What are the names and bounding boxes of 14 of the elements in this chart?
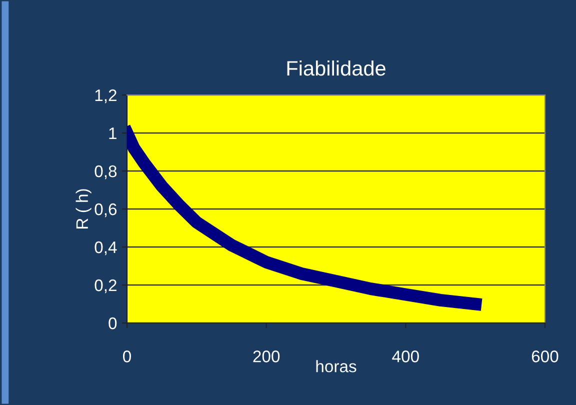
y-tick-label: 1,2 <box>95 89 116 104</box>
y-tick-label: 0,2 <box>94 279 116 294</box>
x-tick-label: 200 <box>253 350 280 362</box>
y-tick-label: 0,6 <box>94 203 117 218</box>
y-tick-label: 0 <box>108 317 117 330</box>
chart-title: Fiabilidade <box>287 60 386 76</box>
y-tick-label: 1 <box>109 128 116 140</box>
y-tick-label: 0,8 <box>94 165 117 180</box>
y-axis-title: R ( h) <box>76 189 92 228</box>
x-axis-title: horas <box>316 360 356 372</box>
y-tick-label: 0,4 <box>94 241 117 256</box>
x-tick-label: 400 <box>392 350 419 362</box>
x-tick-label: 0 <box>123 350 131 362</box>
x-tick-label: 600 <box>532 350 558 362</box>
